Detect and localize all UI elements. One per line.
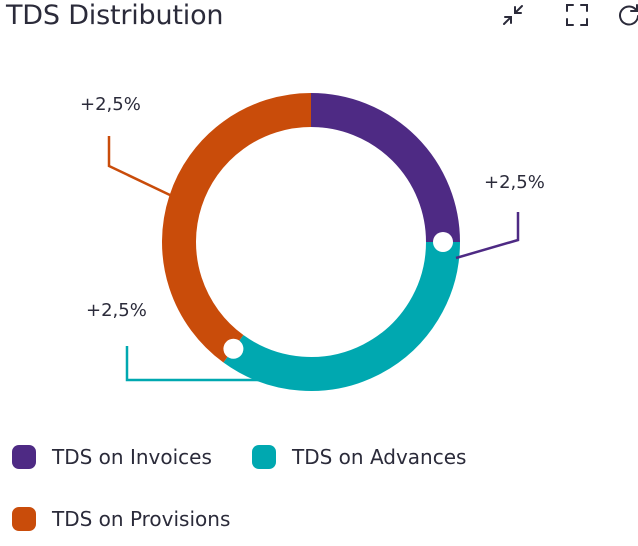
legend-label: TDS on Advances bbox=[292, 445, 467, 469]
callout-provisions-label: +2,5% bbox=[80, 94, 141, 115]
legend-swatch bbox=[252, 445, 276, 469]
chart-title: TDS Distribution bbox=[6, 0, 224, 31]
refresh-button[interactable] bbox=[614, 2, 638, 32]
legend-swatch bbox=[12, 445, 36, 469]
slice-boundary-marker bbox=[223, 338, 244, 359]
callout-invoices-line bbox=[455, 212, 520, 260]
fullscreen-button[interactable] bbox=[562, 2, 592, 32]
donut-chart: +2,5% +2,5% +2,5% bbox=[80, 93, 545, 391]
callout-invoices-label: +2,5% bbox=[484, 172, 545, 193]
legend-label: TDS on Invoices bbox=[52, 445, 212, 469]
chart-toolbar bbox=[468, 0, 638, 34]
legend-item-invoices[interactable]: TDS on Invoices bbox=[12, 445, 212, 469]
slice-provisions[interactable] bbox=[162, 93, 312, 363]
slice-advances[interactable] bbox=[223, 241, 460, 391]
callout-provisions-line bbox=[107, 136, 173, 198]
fullscreen-icon bbox=[564, 2, 590, 32]
legend-label: TDS on Provisions bbox=[52, 507, 231, 531]
collapse-button[interactable] bbox=[498, 2, 528, 32]
legend-swatch bbox=[12, 507, 36, 531]
legend-item-provisions[interactable]: TDS on Provisions bbox=[12, 507, 230, 531]
collapse-arrows-icon bbox=[500, 2, 526, 32]
callout-advances-label: +2,5% bbox=[86, 300, 147, 321]
legend-item-advances[interactable]: TDS on Advances bbox=[252, 445, 466, 469]
slice-boundary-marker bbox=[433, 232, 453, 252]
slice-invoices[interactable] bbox=[310, 93, 460, 243]
callout-advances-line bbox=[125, 346, 276, 382]
refresh-icon bbox=[616, 2, 638, 32]
